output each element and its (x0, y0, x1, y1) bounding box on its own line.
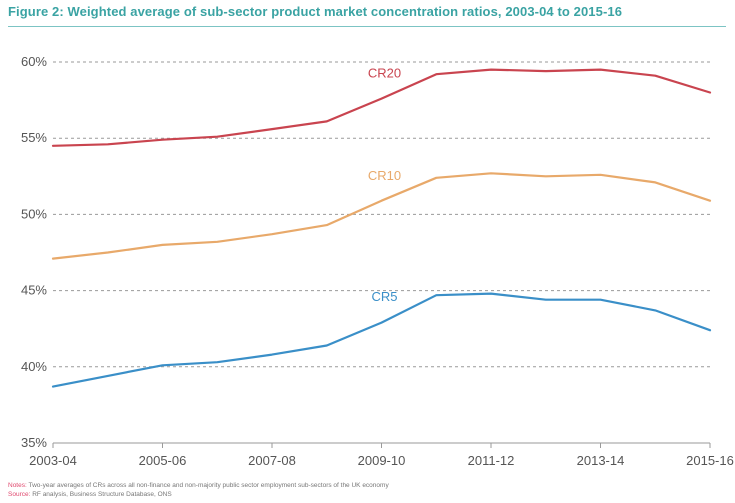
x-tick-label-2007-08: 2007-08 (248, 453, 296, 468)
x-tick-label-2015-16: 2015-16 (686, 453, 734, 468)
source-label: Source: (8, 491, 31, 498)
x-tick-label-2011-12: 2011-12 (468, 453, 515, 468)
y-tick-label-35: 35% (21, 435, 47, 450)
series-label-cr20: CR20 (368, 66, 401, 81)
line-chart: 35% 40% 45% 50% 55% 60% 2003-04 2005-06 2007-08 2… (21, 54, 734, 468)
y-tick-label-40: 40% (21, 359, 47, 374)
title-rule (8, 26, 726, 27)
series-labels: CR20 CR10 CR5 (368, 66, 401, 304)
axes: 35% 40% 45% 50% 55% 60% 2003-04 2005-06 2007-08 2… (21, 54, 734, 468)
y-tick-label-45: 45% (21, 283, 47, 298)
x-tick-label-2003-04: 2003-04 (29, 453, 77, 468)
figure-title: Figure 2: Weighted average of sub-sector… (8, 4, 623, 19)
source-text: RF analysis, Business Structure Database… (32, 491, 172, 498)
series-line-cr10 (51, 172, 712, 260)
y-tick-label-50: 50% (21, 206, 47, 221)
notes-label: Notes: (8, 482, 27, 489)
y-tick-label-60: 60% (21, 54, 47, 69)
x-tick-label-2009-10: 2009-10 (358, 453, 406, 468)
chart-source: Source: RF analysis, Business Structure … (8, 491, 172, 498)
series-lines (51, 68, 712, 388)
series-line-cr20 (51, 68, 712, 147)
x-tick-label-2005-06: 2005-06 (139, 453, 187, 468)
y-tick-label-55: 55% (21, 130, 47, 145)
series-label-cr5: CR5 (371, 289, 397, 304)
x-tick-label-2013-14: 2013-14 (577, 453, 625, 468)
series-label-cr10: CR10 (368, 168, 401, 183)
chart-notes: Notes: Two-year averages of CRs across a… (8, 482, 389, 489)
grid-lines (53, 61, 710, 368)
series-line-cr5 (51, 292, 712, 388)
notes-text: Two-year averages of CRs across all non-… (28, 482, 389, 489)
